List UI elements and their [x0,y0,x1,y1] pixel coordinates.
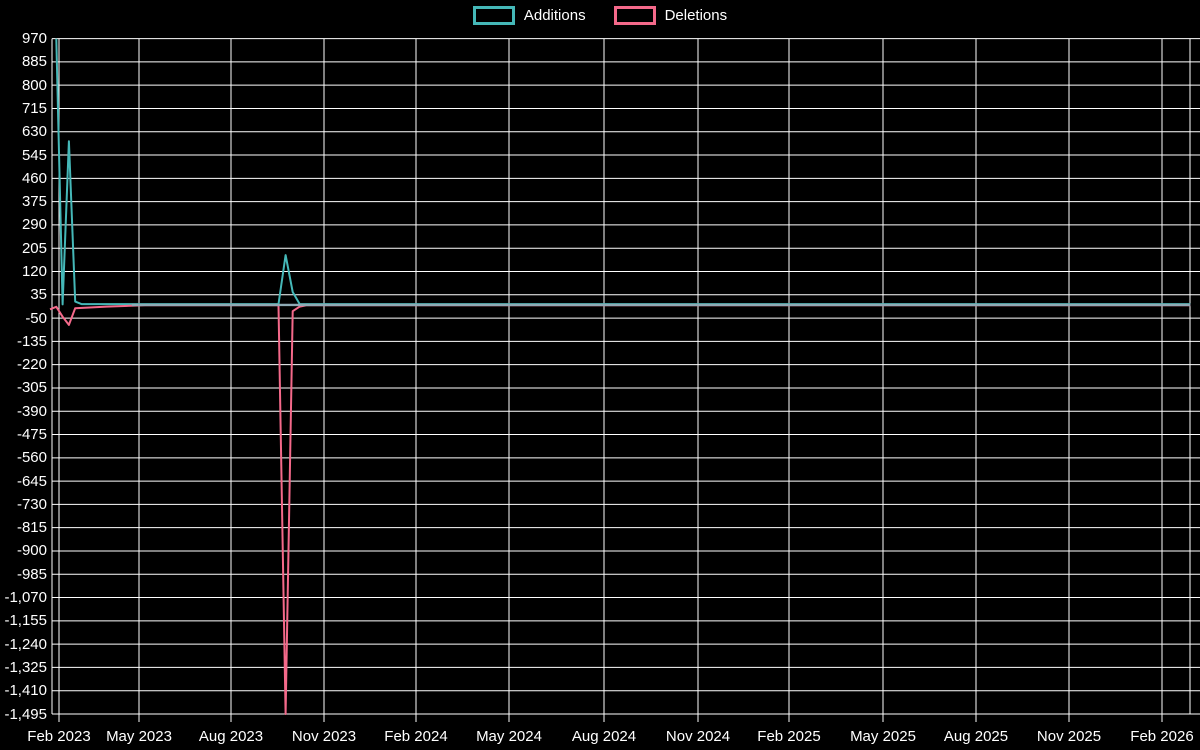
y-axis-tick-label: 290 [21,216,47,234]
y-axis-tick-label: 970 [21,30,47,48]
y-axis-tick-label: -1,495 [4,705,47,723]
x-axis-tick-label: Aug 2025 [943,728,1009,745]
y-axis-tick-label: -1,070 [4,589,47,607]
legend-item-additions[interactable]: Additions [472,6,586,25]
x-axis-tick-label: Aug 2024 [571,728,637,745]
y-axis-tick-label: -1,325 [4,658,47,676]
deletions-swatch-icon [613,6,656,25]
x-axis-tick-label: May 2023 [106,728,172,745]
x-axis-tick-label: May 2025 [850,728,916,745]
x-axis-tick-label: Feb 2023 [27,728,91,745]
y-axis-tick-label: -135 [16,332,47,350]
y-axis-tick-label: -50 [25,309,47,327]
y-axis-tick-label: -730 [16,495,47,513]
y-axis-tick-label: 205 [21,239,47,257]
additions-swatch-icon [472,6,515,25]
x-axis-tick-label: Feb 2024 [384,728,448,745]
y-axis-tick-label: -1,240 [4,635,47,653]
y-axis-tick-label: -985 [16,565,47,583]
x-axis-tick-label: Nov 2025 [1036,728,1102,745]
x-axis-tick-label: Nov 2023 [291,728,357,745]
y-axis-tick-label: -815 [16,519,47,537]
y-axis-tick-label: -220 [16,356,47,374]
y-axis-tick-label: 545 [21,146,47,164]
x-axis-tick-label: May 2024 [476,728,542,745]
y-axis-tick-label: -475 [16,426,47,444]
x-axis-tick-label: Feb 2025 [757,728,821,745]
y-axis-tick-label: -390 [16,402,47,420]
y-axis-tick-label: 460 [21,169,47,187]
y-axis-tick-label: 715 [21,99,47,117]
series-line-additions [55,38,1191,306]
y-axis-tick-label: 630 [21,123,47,141]
y-axis-tick-label: 35 [30,286,47,304]
y-axis-tick-label: 375 [21,193,47,211]
series-line-deletions [49,304,1191,715]
x-axis-tick-label: Feb 2026 [1130,728,1194,745]
legend-item-deletions[interactable]: Deletions [613,6,728,25]
y-axis-tick-label: -645 [16,472,47,490]
y-axis-tick-label: 800 [21,76,47,94]
y-axis-tick-label: -560 [16,449,47,467]
y-axis-tick-label: 885 [21,53,47,71]
x-axis-tick-label: Aug 2023 [198,728,264,745]
y-axis-tick-label: 120 [21,262,47,280]
y-axis-tick-label: -305 [16,379,47,397]
y-axis-tick-label: -1,410 [4,682,47,700]
y-axis-tick-label: -1,155 [4,612,47,630]
legend-label-deletions: Deletions [664,6,728,24]
legend: Additions Deletions [0,6,1200,25]
y-axis-tick-label: -900 [16,542,47,560]
x-axis-tick-label: Nov 2024 [665,728,731,745]
legend-label-additions: Additions [523,6,586,24]
